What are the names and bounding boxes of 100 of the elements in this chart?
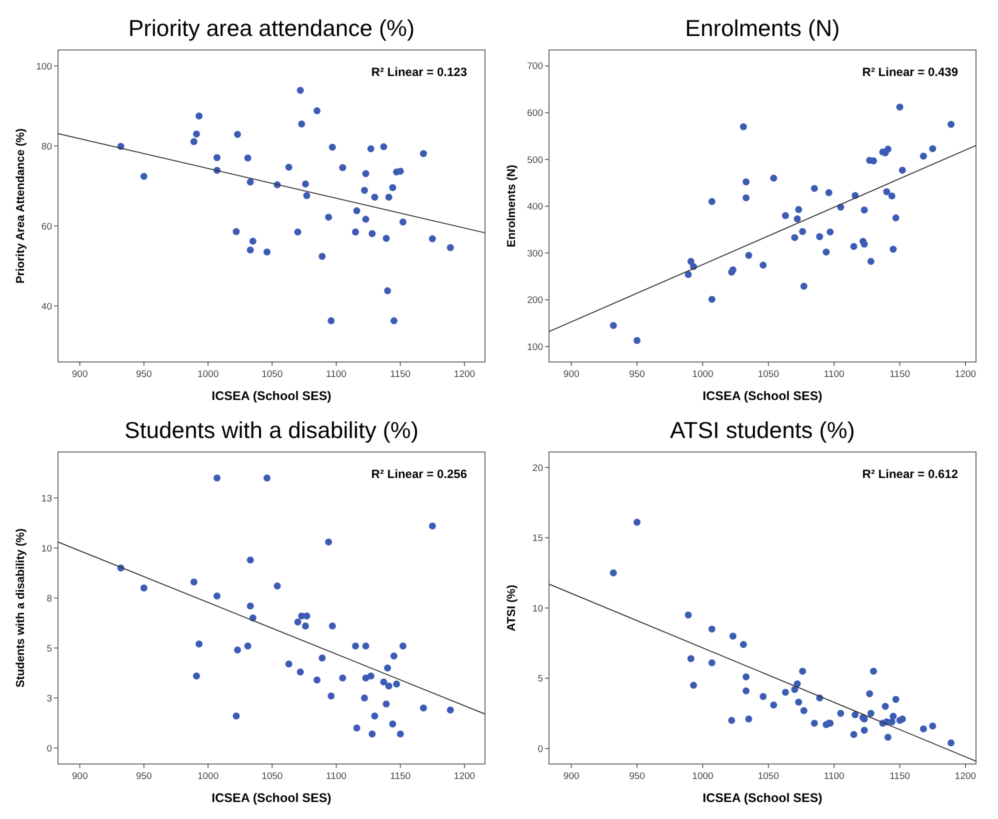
point bbox=[684, 271, 692, 278]
point bbox=[610, 569, 617, 576]
point bbox=[892, 214, 900, 222]
point bbox=[860, 206, 868, 214]
y-tick-label: 200 bbox=[527, 295, 543, 306]
point bbox=[352, 228, 359, 236]
point bbox=[708, 198, 716, 206]
point bbox=[929, 145, 936, 152]
point bbox=[898, 716, 906, 723]
point bbox=[140, 172, 148, 180]
point bbox=[390, 317, 398, 324]
y-axis-title: Enrolments (N) bbox=[506, 164, 518, 248]
point bbox=[196, 112, 203, 120]
x-tick-label: 1150 bbox=[890, 369, 910, 380]
point bbox=[825, 189, 832, 196]
point bbox=[446, 244, 454, 252]
point bbox=[396, 730, 404, 738]
point bbox=[870, 157, 878, 164]
y-tick-label: 60 bbox=[41, 221, 52, 232]
point bbox=[328, 144, 336, 151]
annotation: R² Linear = 0.612 bbox=[862, 467, 958, 481]
point bbox=[745, 252, 752, 259]
chart-title: ATSI students (%) bbox=[670, 417, 855, 443]
point bbox=[399, 642, 406, 650]
point bbox=[264, 248, 271, 256]
point bbox=[214, 154, 221, 162]
point bbox=[687, 655, 694, 662]
point bbox=[232, 712, 240, 720]
point bbox=[318, 252, 326, 260]
point bbox=[791, 234, 798, 242]
point bbox=[634, 518, 641, 526]
point bbox=[302, 622, 309, 630]
chart-title: Enrolments (N) bbox=[685, 15, 840, 41]
y-tick-label: 13 bbox=[41, 493, 52, 504]
point bbox=[328, 622, 336, 630]
point bbox=[850, 242, 858, 250]
point bbox=[742, 194, 750, 202]
point bbox=[920, 725, 927, 732]
x-tick-label: 950 bbox=[136, 771, 152, 782]
x-tick-label: 900 bbox=[563, 369, 580, 380]
point bbox=[770, 174, 778, 182]
x-axis-title: ICSEA (School SES) bbox=[212, 389, 332, 403]
point bbox=[684, 612, 692, 619]
point bbox=[760, 262, 767, 269]
point bbox=[384, 287, 392, 294]
point bbox=[890, 246, 897, 253]
x-tick-label: 950 bbox=[629, 771, 645, 782]
point bbox=[214, 592, 221, 600]
x-tick-label: 1050 bbox=[758, 771, 779, 782]
point bbox=[371, 712, 378, 720]
y-tick-label: 400 bbox=[527, 202, 543, 213]
point bbox=[822, 248, 830, 256]
point bbox=[708, 296, 716, 303]
y-tick-label: 0 bbox=[538, 744, 543, 755]
x-tick-label: 1200 bbox=[954, 369, 976, 380]
y-tick-label: 600 bbox=[527, 108, 543, 120]
point bbox=[385, 682, 392, 690]
point bbox=[382, 700, 390, 708]
point bbox=[760, 693, 767, 700]
point bbox=[367, 145, 374, 152]
point bbox=[353, 724, 360, 732]
point bbox=[867, 258, 874, 265]
point bbox=[742, 687, 750, 694]
x-tick-label: 1000 bbox=[197, 369, 219, 380]
x-tick-label: 1200 bbox=[454, 369, 476, 380]
point bbox=[368, 730, 376, 738]
point bbox=[296, 668, 304, 676]
point bbox=[610, 322, 617, 330]
x-axis-title: ICSEA (School SES) bbox=[702, 389, 822, 403]
annotation: R² Linear = 0.256 bbox=[371, 467, 468, 481]
y-tick-label: 10 bbox=[41, 543, 52, 554]
point bbox=[420, 150, 427, 158]
point bbox=[246, 246, 254, 254]
point bbox=[866, 690, 874, 698]
x-tick-label: 1050 bbox=[262, 369, 283, 380]
point bbox=[634, 336, 641, 344]
point bbox=[799, 228, 806, 235]
y-axis-title: Students with a disability (%) bbox=[15, 528, 27, 688]
x-tick-label: 1000 bbox=[692, 771, 714, 782]
x-tick-label: 900 bbox=[563, 771, 580, 782]
point bbox=[214, 474, 221, 482]
y-axis-title: Priority Area Attendance (%) bbox=[15, 128, 27, 284]
point bbox=[428, 235, 436, 242]
point bbox=[294, 618, 302, 626]
point bbox=[314, 676, 321, 684]
point bbox=[192, 672, 200, 680]
x-tick-label: 1150 bbox=[890, 771, 910, 782]
point bbox=[870, 668, 878, 675]
point bbox=[888, 718, 896, 726]
x-tick-label: 1200 bbox=[454, 771, 476, 782]
point bbox=[298, 120, 306, 128]
point bbox=[274, 582, 281, 590]
point bbox=[399, 218, 406, 226]
point bbox=[816, 233, 824, 240]
point bbox=[362, 216, 370, 223]
point bbox=[352, 642, 359, 650]
y-tick-label: 300 bbox=[527, 248, 543, 260]
x-tick-label: 900 bbox=[72, 369, 88, 380]
point bbox=[740, 641, 747, 648]
point bbox=[708, 626, 716, 633]
